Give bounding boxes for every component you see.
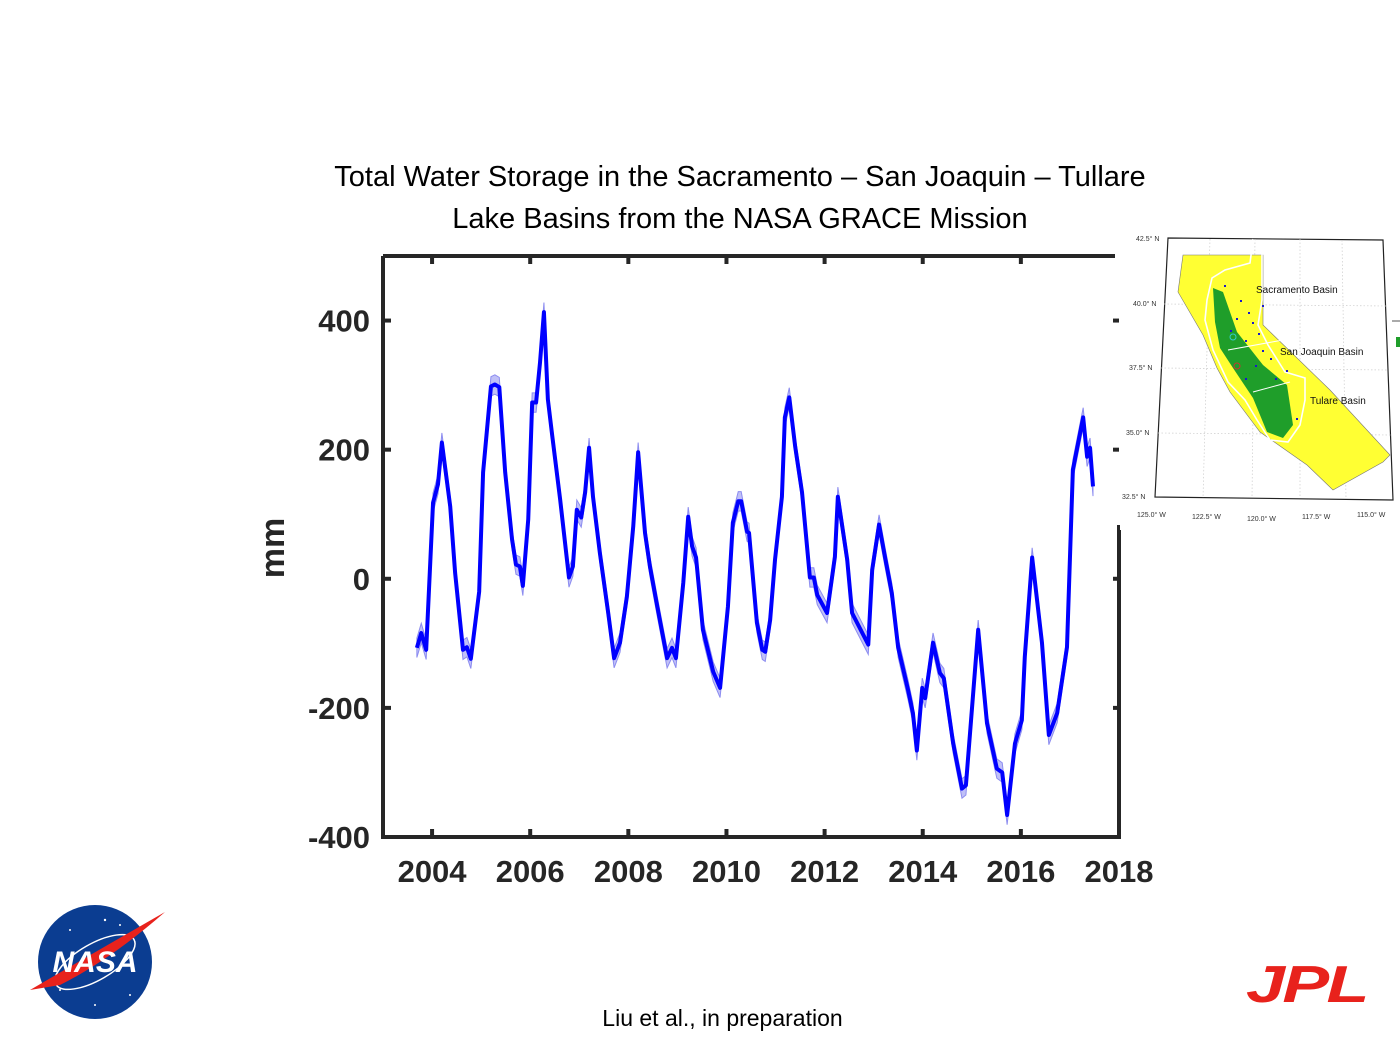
lat-label: 42.5° N [1136, 235, 1159, 243]
x-tick-label: 2018 [1085, 854, 1154, 889]
lat-label: 40.0° N [1133, 300, 1156, 308]
well-dots [1224, 285, 1298, 420]
central-valley [1213, 288, 1293, 438]
lat-label: 37.5° N [1129, 364, 1152, 372]
lon-label: 120.0° W [1247, 515, 1276, 523]
map-label-sacramento: Sacramento Basin [1256, 285, 1338, 296]
tws-series-line [414, 310, 1095, 818]
lon-label: 115.0° W [1357, 511, 1386, 519]
chart-title: Total Water Storage in the Sacramento – … [240, 156, 1240, 240]
x-tick-label: 2010 [692, 854, 761, 889]
x-tick-label: 2008 [594, 854, 663, 889]
x-tick-label: 2016 [986, 854, 1055, 889]
title-line-1: Total Water Storage in the Sacramento – … [334, 161, 1146, 193]
y-tick-label: 400 [318, 304, 370, 339]
inset-map: Sacramento Basin San Joaquin Basin Tular… [1120, 225, 1400, 530]
x-tick-label: 2014 [888, 854, 958, 889]
axes: 2004 2006 2008 2010 2012 2014 2016 2018 -400 -200… [308, 254, 1154, 889]
x-tick-label: 2006 [496, 854, 565, 889]
nasa-logo: NASA [30, 905, 165, 1019]
y-axis-label: mm [254, 518, 292, 578]
jpl-logo: JPL [1246, 956, 1369, 1014]
title-line-2: Lake Basins from the NASA GRACE Mission [452, 203, 1028, 235]
map-label-tulare: Tulare Basin [1310, 396, 1366, 407]
citation: Liu et al., in preparation [602, 1005, 843, 1031]
lon-label: 117.5° W [1302, 513, 1331, 521]
y-tick-label: 0 [353, 562, 370, 597]
lon-label: 125.0° W [1137, 511, 1166, 519]
y-tick-label: -200 [308, 691, 370, 726]
y-tick-label: 200 [318, 433, 370, 468]
california-land [1177, 254, 1391, 491]
lat-label: 32.5° N [1122, 493, 1145, 501]
y-tick-label: -400 [308, 820, 370, 855]
map-label-san-joaquin: San Joaquin Basin [1280, 347, 1363, 358]
x-tick-label: 2012 [790, 854, 859, 889]
lon-label: 122.5° W [1192, 513, 1221, 521]
x-tick-label: 2004 [398, 854, 468, 889]
series-line [414, 310, 1095, 818]
basin-outline [1204, 238, 1306, 443]
lat-label: 35.0° N [1126, 429, 1149, 437]
nasa-logo-text: NASA [52, 946, 137, 979]
